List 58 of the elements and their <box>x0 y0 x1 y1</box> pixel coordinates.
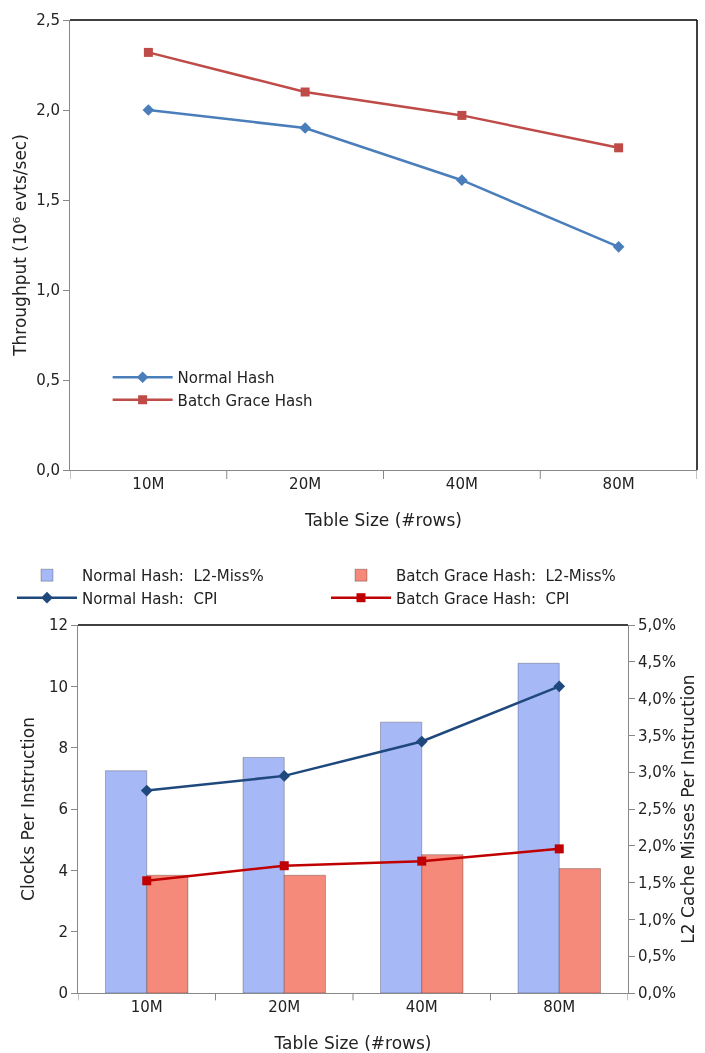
y2-tick-label: 1,0% <box>638 910 677 929</box>
point <box>457 110 467 120</box>
x-tick-label: 40M <box>445 475 478 493</box>
y-tick-label: 1,0 <box>36 281 60 300</box>
x-axis-title: Table Size (#rows) <box>273 1033 432 1053</box>
y-tick-label: 6 <box>58 800 68 819</box>
y-axis-title: Clocks Per Instruction <box>18 717 38 901</box>
x-tick-label: 10M <box>132 475 165 493</box>
y-tick-label: 2,5 <box>36 11 60 30</box>
legend-label: Batch Grace Hash: CPI <box>396 589 570 608</box>
point <box>614 143 624 153</box>
y-axis-title: Throughput (10⁶ evts/sec) <box>10 134 30 357</box>
x-tick-label: 80M <box>543 998 576 1016</box>
point <box>417 856 427 866</box>
point <box>140 784 153 797</box>
y-tick-label: 4 <box>58 861 68 880</box>
point <box>278 770 291 782</box>
y2-axis-title: L2 Cache Misses Per Instruction <box>678 674 699 944</box>
y-tick-label: 8 <box>58 738 68 757</box>
x-axis-title: Table Size (#rows) <box>304 510 462 530</box>
legend-label: Batch Grace Hash: L2-Miss% <box>396 567 616 586</box>
y2-tick-label: 2,0% <box>638 837 677 856</box>
y-tick-label: 0,0 <box>36 461 60 480</box>
legend-label: Normal Hash: L2-Miss% <box>82 567 264 586</box>
x-tick-label: 80M <box>602 475 635 493</box>
y2-tick-label: 5,0% <box>638 616 677 635</box>
point <box>300 87 310 97</box>
y-tick-label: 2,0 <box>36 101 60 120</box>
y2-tick-label: 2,5% <box>638 800 677 819</box>
y2-tick-label: 1,5% <box>638 873 677 892</box>
point <box>142 104 155 116</box>
x-tick-label: 10M <box>130 998 163 1016</box>
point <box>553 680 566 693</box>
point <box>415 735 428 748</box>
y-tick-label: 2 <box>58 922 68 941</box>
point <box>554 844 564 854</box>
x-tick-label: 20M <box>268 998 301 1016</box>
y2-tick-label: 4,0% <box>638 689 677 708</box>
point <box>612 240 625 253</box>
x-tick-label: 40M <box>405 998 438 1016</box>
y2-tick-label: 3,0% <box>638 763 677 782</box>
legend-label: Normal Hash <box>177 369 275 388</box>
point <box>279 861 289 871</box>
y2-tick-label: 0,0% <box>638 984 677 1003</box>
y2-tick-label: 4,5% <box>638 653 677 672</box>
point <box>142 876 152 886</box>
y-tick-label: 10 <box>48 677 68 696</box>
point <box>143 47 153 57</box>
legend-label: Normal Hash: CPI <box>82 589 218 608</box>
x-tick-label: 20M <box>289 475 322 493</box>
y2-tick-label: 3,5% <box>638 726 677 745</box>
legend-label: Batch Grace Hash <box>177 391 313 410</box>
y-tick-label: 1,5 <box>36 191 60 210</box>
point <box>456 174 468 187</box>
y2-tick-label: 0,5% <box>638 947 677 966</box>
y-tick-label: 0 <box>58 984 68 1003</box>
y-tick-label: 12 <box>48 616 68 635</box>
y-tick-label: 0,5 <box>36 371 60 390</box>
